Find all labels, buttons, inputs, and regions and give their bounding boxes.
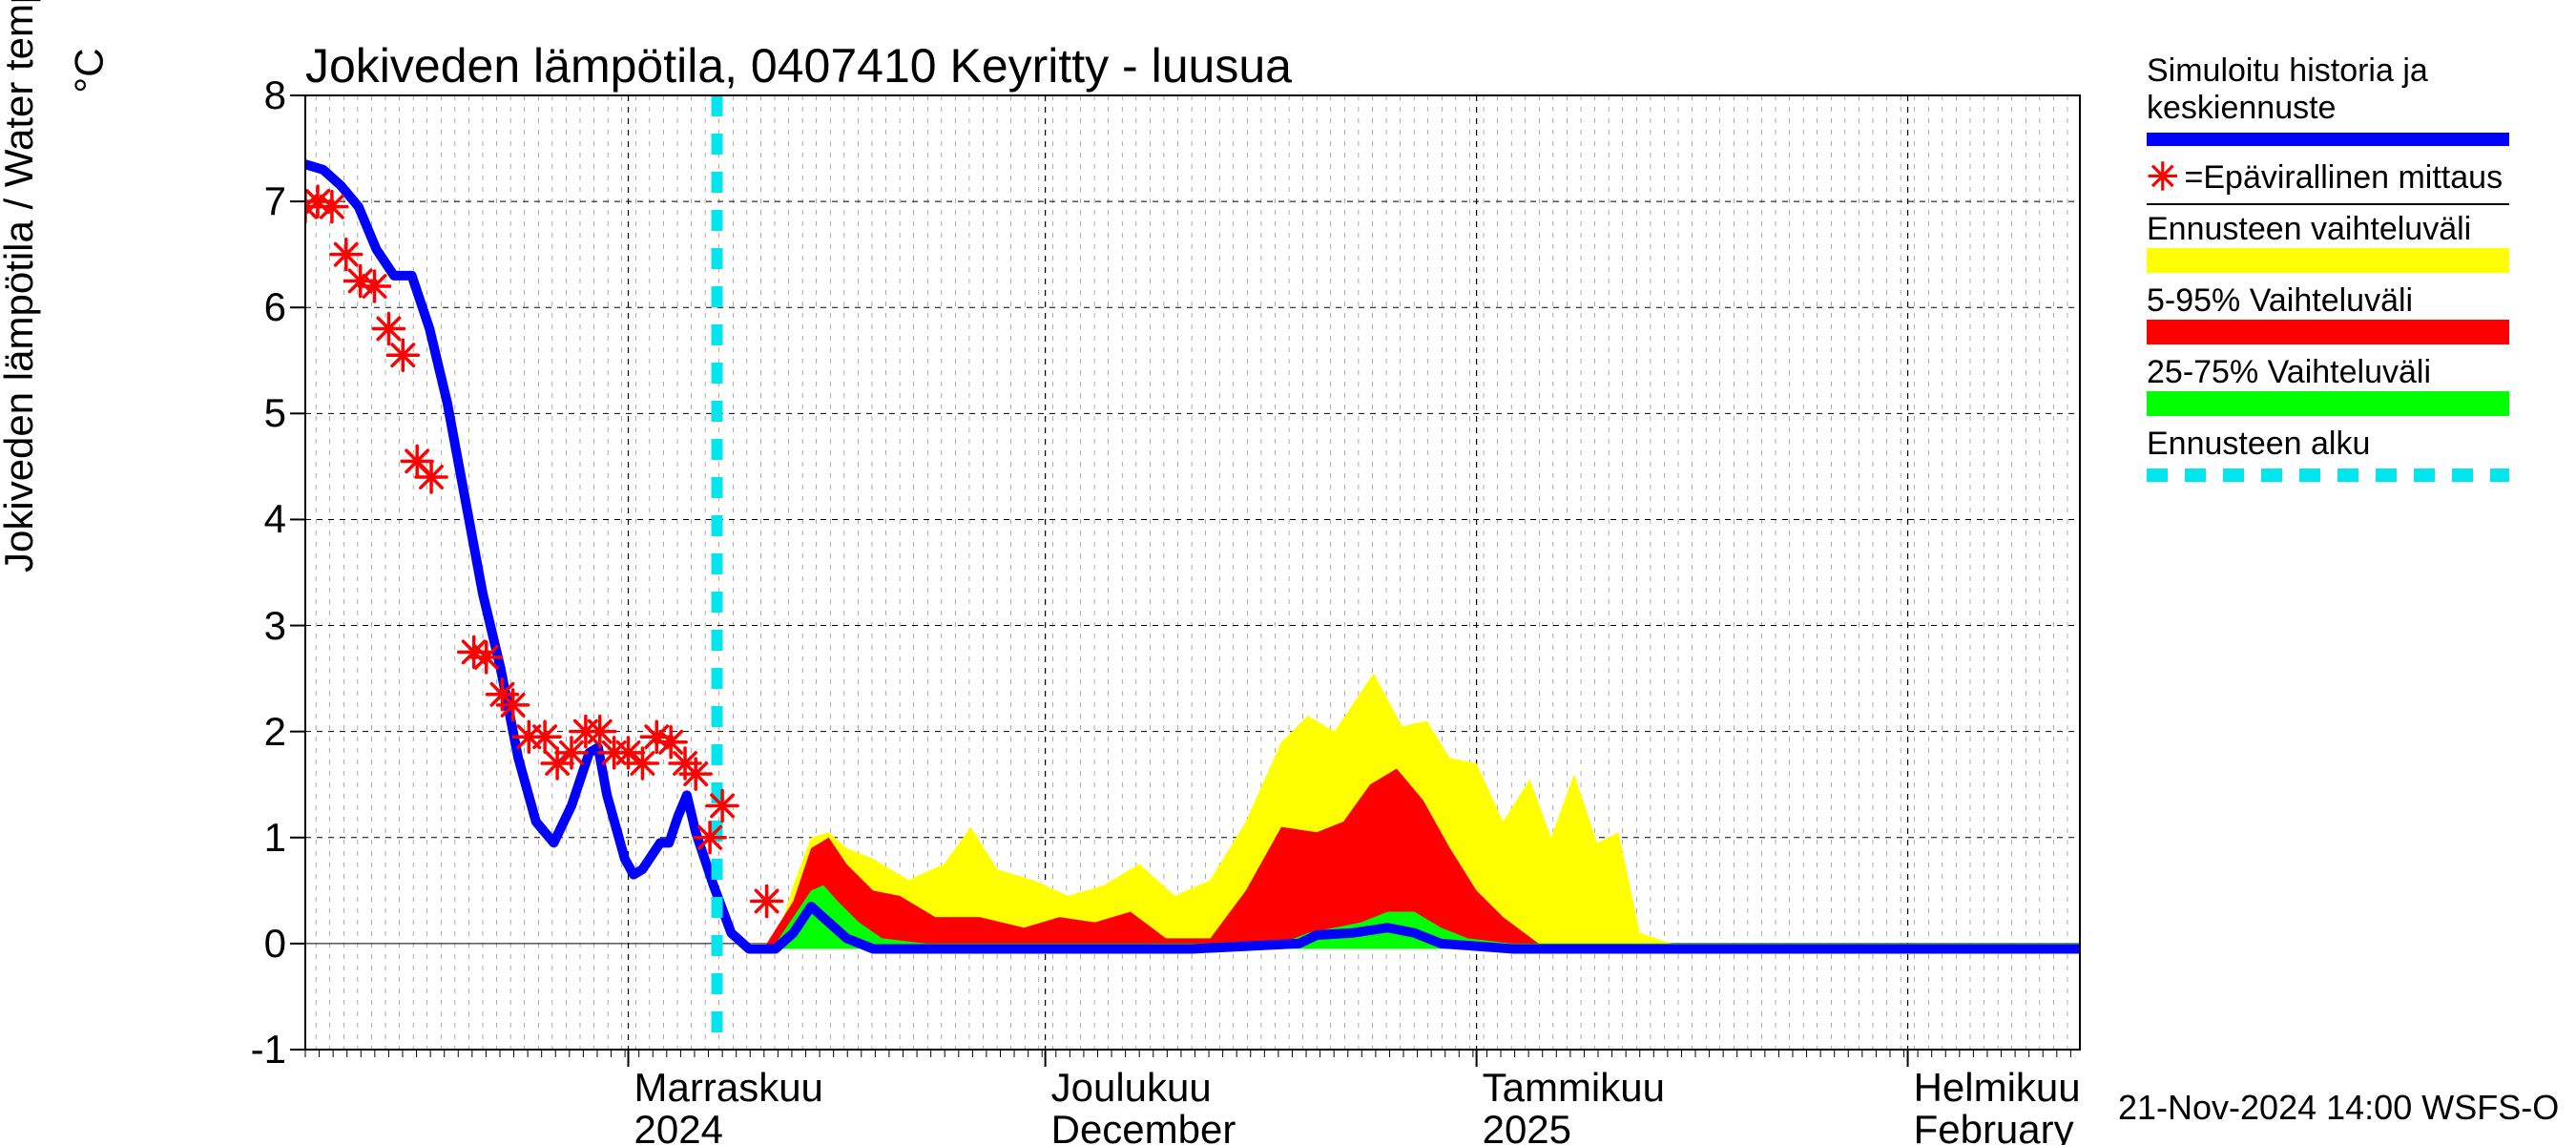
legend-swatch: [2147, 391, 2509, 416]
legend-entry: 5-95% Vaihteluväli: [2147, 282, 2547, 344]
y-tick-label: 7: [210, 178, 286, 224]
legend-label: 25-75% Vaihteluväli: [2147, 354, 2547, 391]
legend: Simuloitu historia ja keskiennuste ✳=Epäv…: [2147, 52, 2547, 491]
asterisk-icon: ✳: [2147, 156, 2179, 199]
y-tick-label: 8: [210, 73, 286, 118]
legend-swatch: [2147, 320, 2509, 344]
y-tick-label: 3: [210, 603, 286, 649]
x-tick-label-bottom: 2025: [1483, 1107, 1571, 1145]
legend-entry: Simuloitu historia ja keskiennuste: [2147, 52, 2547, 146]
x-tick-label-top: Tammikuu: [1483, 1065, 1665, 1111]
legend-label: Ennusteen vaihteluväli: [2147, 211, 2547, 248]
legend-entry: ✳=Epävirallinen mittaus: [2147, 156, 2547, 205]
x-tick-label-bottom: February: [1914, 1107, 2074, 1145]
y-tick-label: 4: [210, 496, 286, 542]
x-tick-label-bottom: December: [1051, 1107, 1236, 1145]
y-tick-label: 1: [210, 815, 286, 861]
x-tick-label-top: Helmikuu: [1914, 1065, 2081, 1111]
legend-entry: Ennusteen vaihteluväli: [2147, 211, 2547, 273]
y-tick-label: 5: [210, 390, 286, 436]
legend-swatch: [2147, 468, 2509, 482]
legend-swatch: [2147, 248, 2509, 273]
timestamp-label: 21-Nov-2024 14:00 WSFS-O: [2118, 1088, 2559, 1128]
x-tick-label-bottom: 2024: [634, 1107, 723, 1145]
y-tick-label: 6: [210, 284, 286, 330]
legend-swatch: [2147, 133, 2509, 146]
legend-label: Ennusteen alku: [2147, 426, 2547, 463]
x-tick-label-top: Marraskuu: [634, 1065, 823, 1111]
legend-entry: Ennusteen alku: [2147, 426, 2547, 482]
y-tick-label: 2: [210, 709, 286, 755]
legend-label: =Epävirallinen mittaus: [2185, 159, 2503, 197]
legend-label: Simuloitu historia ja keskiennuste: [2147, 52, 2547, 127]
legend-label: 5-95% Vaihteluväli: [2147, 282, 2547, 320]
chart-container: °C Jokiveden lämpötila / Water temperatu…: [0, 0, 2576, 1145]
y-tick-label: -1: [210, 1027, 286, 1072]
legend-entry: 25-75% Vaihteluväli: [2147, 354, 2547, 416]
x-tick-label-top: Joulukuu: [1051, 1065, 1212, 1111]
y-tick-label: 0: [210, 921, 286, 967]
